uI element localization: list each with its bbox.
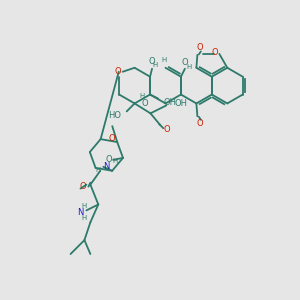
Text: O: O bbox=[109, 134, 115, 143]
Text: O: O bbox=[142, 99, 148, 108]
Text: H: H bbox=[186, 64, 191, 70]
Text: H: H bbox=[82, 215, 87, 221]
Text: O: O bbox=[149, 57, 155, 66]
Text: H: H bbox=[140, 94, 145, 100]
Text: OH: OH bbox=[164, 98, 177, 107]
Text: O: O bbox=[211, 48, 218, 57]
Text: O: O bbox=[196, 119, 203, 128]
Text: O: O bbox=[106, 155, 112, 164]
Text: OH: OH bbox=[174, 99, 187, 108]
Text: O: O bbox=[163, 125, 169, 134]
Text: O: O bbox=[196, 44, 203, 52]
Text: H: H bbox=[161, 57, 166, 63]
Text: O: O bbox=[182, 58, 188, 67]
Text: HO: HO bbox=[108, 111, 121, 120]
Text: N: N bbox=[103, 162, 110, 171]
Text: O: O bbox=[115, 67, 121, 76]
Text: O: O bbox=[79, 182, 86, 191]
Text: H: H bbox=[152, 62, 158, 68]
Text: H: H bbox=[96, 167, 101, 173]
Text: N: N bbox=[77, 208, 84, 217]
Text: H: H bbox=[113, 158, 118, 164]
Text: H: H bbox=[82, 203, 87, 209]
